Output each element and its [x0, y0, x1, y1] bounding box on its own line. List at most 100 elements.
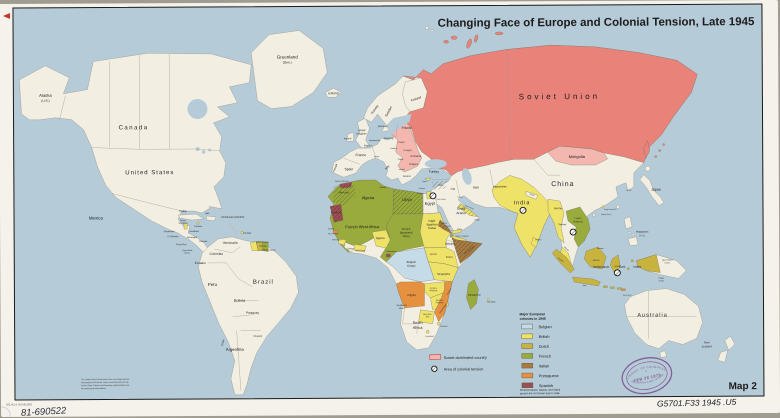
island-sakhalin [643, 140, 650, 159]
map-label: Southwest [396, 304, 407, 307]
map-label: Honduras [189, 230, 199, 233]
region-liberia [344, 242, 356, 253]
legend-tension-label: Area of colonial tension [444, 367, 484, 371]
map-label: France [355, 153, 366, 157]
map-label: Brazil [253, 280, 274, 286]
map-label: Iran [473, 186, 479, 190]
hatch-trucial-oman [457, 203, 479, 217]
map-label: Rhodesia [436, 302, 444, 304]
map-label: Africa [413, 326, 424, 330]
map-label: Dominican Republic [221, 215, 245, 219]
tension-symbol-ring-netherlands-east-indies [613, 269, 621, 277]
map-label: Czech. [398, 142, 405, 144]
map-label: Kenya [446, 256, 453, 259]
map-label: British [180, 219, 186, 222]
map-label: (U.S.) [41, 99, 49, 103]
map-label: Rhodesia [430, 290, 438, 292]
map-label: Libya [402, 197, 412, 202]
island-hainan [592, 213, 596, 217]
region-nepal [525, 191, 539, 200]
map-label: Kingdom [356, 132, 366, 136]
map-label: El Salvador [168, 235, 179, 238]
stamp-inner-ring [626, 361, 668, 390]
map-label: Africa [399, 307, 405, 310]
legend-colony-label: Portuguese [539, 373, 559, 378]
region-cyprus [424, 177, 431, 181]
map-label: Cyprus [422, 181, 427, 183]
map-label: British Somaliland [456, 235, 469, 238]
colonial-tension-hatch-areas [329, 180, 483, 264]
map-label: Indies [633, 265, 642, 269]
political-regions [183, 31, 698, 334]
map-label: Peru [208, 282, 218, 287]
region-british-honduras [183, 222, 188, 230]
region-mauritius [487, 298, 490, 301]
map-label: Panama [199, 241, 208, 243]
map-label: Equatorial [400, 230, 413, 234]
hatch-syria [431, 180, 448, 190]
region-angola [396, 281, 425, 309]
map-label: Uruguay [253, 335, 263, 338]
hatch-rio-de-oro [329, 204, 344, 223]
map-label: Costa Rica [176, 243, 187, 246]
map-label: Turkey [429, 170, 440, 174]
island-new-zealand-south [717, 350, 728, 363]
map-label: United States [125, 170, 174, 176]
map-label: East [619, 265, 625, 269]
island-hokkaido [645, 165, 651, 172]
map-label: Mexico [89, 215, 104, 220]
map-label: Honduras [179, 223, 188, 225]
map-disclaimer-line: The United States Government has not rec… [81, 378, 130, 381]
map-label: Spain [344, 167, 353, 171]
legend-colony-label: Spanish [539, 383, 553, 388]
region-aden [451, 229, 463, 234]
legend-colonies-heading: colonies in 1945 [520, 317, 546, 321]
map-label: Macao (Port.) [601, 213, 612, 216]
handwritten-call-number: G5701.F33 1945 .U5 [657, 397, 737, 409]
map-label: China [551, 181, 574, 188]
map-label: Philippines [636, 230, 649, 234]
island-tasmania [659, 350, 667, 358]
map-label: Belgian [407, 260, 417, 264]
map-label: Nicaragua [187, 236, 198, 239]
map-label: Greenland [277, 54, 299, 59]
legend-swatch-british [521, 333, 533, 339]
map-label: Sudan [428, 226, 437, 230]
region-basutoland [425, 330, 430, 334]
legend-tension-symbol-ring [431, 365, 438, 372]
map-label: Yemen [445, 226, 451, 228]
map-label: Denmark [378, 125, 389, 128]
map-label: New [704, 340, 711, 344]
map-label: Greece [403, 175, 412, 178]
map-label: Eritrea [441, 222, 446, 225]
black-sea [424, 159, 447, 169]
island-new-zealand-north [724, 336, 735, 351]
map-label: (U.S.) [639, 235, 645, 237]
legend-swatch-french [521, 353, 533, 359]
region-west-new-guinea [636, 254, 661, 273]
partial-corner-stamp [0, 406, 11, 418]
region-sierra-leone [338, 238, 347, 246]
map-label: Egyptian [427, 222, 438, 226]
region-lesser-sunda-islands [603, 259, 634, 290]
map-label: Nepal [529, 194, 535, 197]
island-cuba [177, 213, 205, 221]
map-label: Indochina [573, 221, 583, 223]
legend-swatch-italian [521, 363, 534, 369]
region-nigeria [371, 229, 391, 249]
region-gold-coast [354, 244, 367, 253]
map-label: Guatemala [164, 230, 175, 233]
map-label: Angola [407, 293, 416, 297]
map-label: Syria [438, 184, 444, 187]
legend-soviet-label: Soviet-dominated country [444, 356, 487, 360]
map-label: Saudi [457, 207, 465, 211]
island-luzon [623, 216, 633, 229]
region-french-indochina [565, 206, 591, 248]
map-label: Sarawak [597, 247, 604, 250]
legend-note-line: Small enclaves, islands, and island [520, 388, 561, 392]
region-british-india [491, 175, 555, 258]
legend-swatch-portuguese [521, 372, 534, 379]
